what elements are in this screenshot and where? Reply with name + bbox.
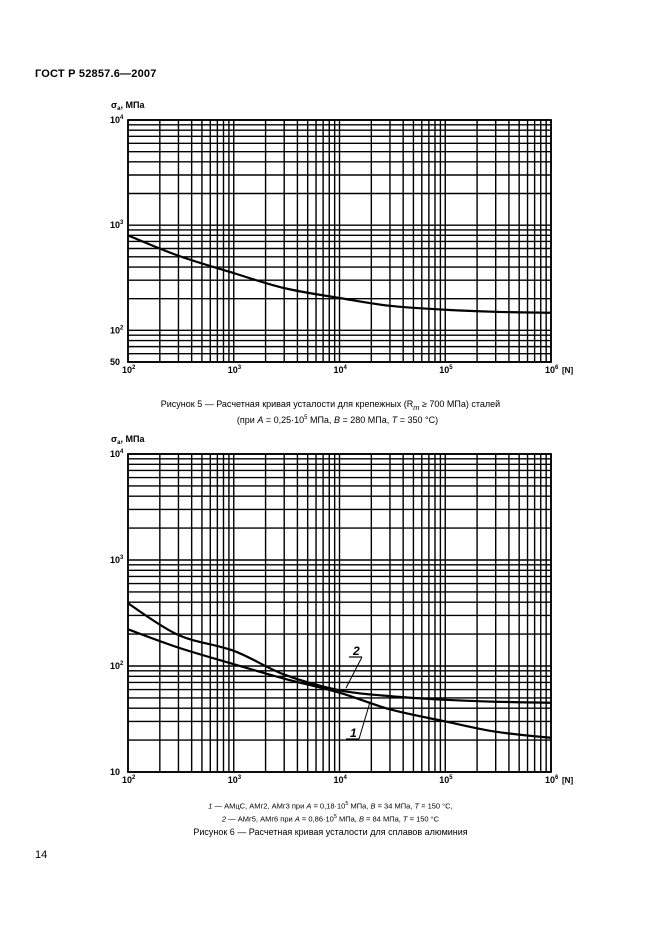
y-axis-label-unit: , МПа [121,100,146,110]
x-tick-exponent: 2 [132,365,136,371]
y-tick-exponent: 4 [120,115,124,121]
curve-curve [127,234,552,314]
legend-var: T [414,801,420,811]
caption-var: B [333,414,340,425]
page-number: 14 [35,849,48,861]
caption-var: T [391,414,398,425]
y-tick-label: 10 [110,767,120,777]
legend-var: T [402,814,408,823]
document-header: ГОСТ Р 52857.6—2007 [35,68,157,80]
y-tick-exponent: 3 [120,220,124,226]
caption-sub: m [413,402,420,412]
y-axis-label: σa, МПа [111,434,145,446]
x-tick-exponent: 4 [344,775,348,781]
legend-text: = 84 МПа, [363,814,403,823]
legend-exp: 5 [333,813,337,820]
x-tick-exponent: 6 [555,775,559,781]
y-tick-label: 103 [110,555,124,565]
caption-text: = 280 МПа, [339,414,392,425]
x-tick-label: 106 [545,775,559,785]
legend-text: = 0,86·10 [299,814,334,823]
caption-exp: 5 [304,414,308,421]
x-axis-label: [N] [562,366,573,375]
curve-2 [127,602,552,704]
y-axis-label: σa, МПа [111,100,145,112]
legend-text: = 0,18·10 [311,801,346,811]
y-tick-exponent: 2 [120,325,124,331]
caption-var: A [257,414,264,425]
x-tick-label: 105 [439,365,453,375]
legend-text: = 150 °C [407,814,440,823]
x-tick-exponent: 5 [449,775,453,781]
caption-text: МПа, [307,414,334,425]
x-axis-label: [N] [562,776,573,785]
legend-var: A [306,801,312,811]
legend-text: — АМцС, АМг2, АМг3 при [212,801,307,811]
x-tick-label: 102 [122,365,136,375]
figure-5-caption: Рисунок 5 — Расчетная кривая усталости д… [0,399,661,426]
caption-text: = 350 °C) [397,414,439,425]
caption-text: = 0,25·10 [263,414,305,425]
curve-label-leader [345,656,363,689]
plot-frame [127,119,552,363]
legend-text: — АМг5, АМг6 при [226,814,295,823]
caption-text: (при [236,414,258,425]
curve-label-2: 2 [352,644,360,658]
curve-1 [127,628,552,739]
legend-num: 2 [221,814,227,823]
legend-num: 1 [208,801,213,811]
x-tick-label: 106 [545,365,559,375]
y-tick-label: 102 [110,661,124,671]
curve-label-leader [358,701,371,740]
y-axis-label-sub: a [117,440,121,446]
y-tick-exponent: 2 [120,661,124,667]
legend-var: B [370,801,376,811]
x-tick-label: 103 [228,365,242,375]
plot-frame [127,453,552,773]
x-tick-label: 102 [122,775,136,785]
y-tick-exponent: 3 [120,555,124,561]
x-tick-exponent: 3 [238,365,242,371]
x-tick-exponent: 2 [132,775,136,781]
legend-text: = 150 °C, [419,801,453,811]
figure-6-legend: 1 — АМцС, АМг2, АМг3 при A = 0,18·105 МП… [0,799,661,824]
caption-text: Рисунок 5 — Расчетная кривая усталости д… [160,399,414,409]
legend-exp: 5 [345,801,349,807]
figure-6-caption: Рисунок 6 — Расчетная кривая усталости д… [193,827,468,837]
caption-text: ≥ 700 МПа) сталей [419,399,501,409]
x-tick-exponent: 6 [555,365,559,371]
x-tick-exponent: 3 [238,775,242,781]
y-tick-label: 103 [110,220,124,230]
y-tick-label: 50 [110,357,120,367]
y-axis-label-sub: a [117,106,121,112]
x-tick-label: 104 [334,365,348,375]
legend-item-2: 2 — АМг5, АМг6 при A = 0,86·105 МПа, B =… [0,812,661,825]
curve-label-1: 1 [350,726,357,740]
x-tick-label: 103 [228,775,242,785]
legend-text: МПа, [348,801,371,811]
y-axis-label-unit: , МПа [121,434,146,444]
y-tick-label: 104 [110,449,124,459]
y-tick-exponent: 4 [120,449,124,455]
y-tick-label: 104 [110,115,124,125]
y-tick-label: 102 [110,325,124,335]
x-tick-exponent: 4 [344,365,348,371]
legend-text: = 34 МПа, [375,801,415,811]
x-tick-label: 105 [439,775,453,785]
legend-var: B [358,814,364,823]
grid [127,453,552,773]
legend-text: МПа, [336,814,359,823]
legend-var: A [294,814,300,823]
legend-item-1: 1 — АМцС, АМг2, АМг3 при A = 0,18·105 МП… [0,799,661,812]
x-tick-exponent: 5 [449,365,453,371]
x-tick-label: 104 [334,775,348,785]
